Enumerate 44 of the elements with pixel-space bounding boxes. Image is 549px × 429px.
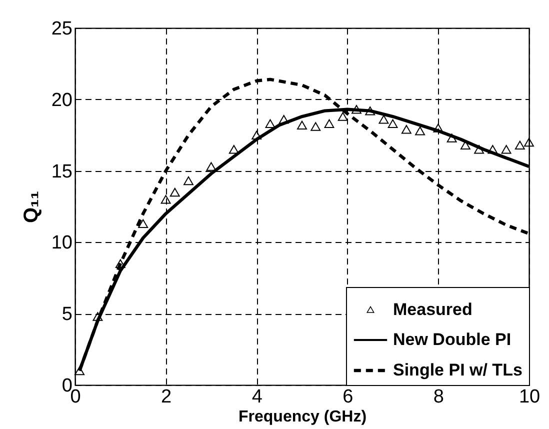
point xyxy=(514,140,525,150)
point xyxy=(92,312,103,321)
x-tick-label: 2 xyxy=(161,386,172,408)
x-tick-label: 8 xyxy=(433,386,444,408)
point xyxy=(138,219,148,228)
point xyxy=(524,138,534,147)
point xyxy=(278,115,289,124)
point xyxy=(265,119,276,128)
point xyxy=(160,194,171,204)
point xyxy=(228,145,239,154)
point xyxy=(74,366,85,376)
y-tick-label: 20 xyxy=(51,90,72,111)
point xyxy=(115,259,126,268)
point xyxy=(378,115,389,124)
point xyxy=(324,119,334,128)
y-tick-label: 5 xyxy=(62,304,72,326)
point xyxy=(501,145,512,154)
point xyxy=(352,105,362,114)
point xyxy=(252,130,262,140)
point xyxy=(401,125,412,134)
x-tick-label: 4 xyxy=(252,386,263,408)
y-tick-label: 15 xyxy=(51,161,72,182)
point xyxy=(388,119,398,128)
point xyxy=(415,126,426,136)
x-tick-label: 6 xyxy=(342,386,354,408)
point xyxy=(170,188,180,197)
point xyxy=(297,120,307,130)
point xyxy=(338,112,348,121)
legend-label: New Double PI xyxy=(393,330,512,349)
point xyxy=(446,134,457,142)
point xyxy=(184,176,194,186)
point xyxy=(474,145,484,154)
y-tick-label: 25 xyxy=(51,18,72,40)
x-axis-title: Frequency (GHz) xyxy=(238,408,367,426)
legend-label: Single PI w/ TLs xyxy=(393,360,522,380)
legend-label: Measured xyxy=(393,300,472,319)
point xyxy=(365,106,376,116)
y-tick-label: 10 xyxy=(51,232,72,254)
point xyxy=(433,124,444,132)
point xyxy=(488,145,498,154)
point xyxy=(206,162,216,171)
point xyxy=(310,122,321,131)
x-tick-label: 10 xyxy=(518,386,540,408)
y-axis-title: Q₁₁ xyxy=(20,190,42,224)
